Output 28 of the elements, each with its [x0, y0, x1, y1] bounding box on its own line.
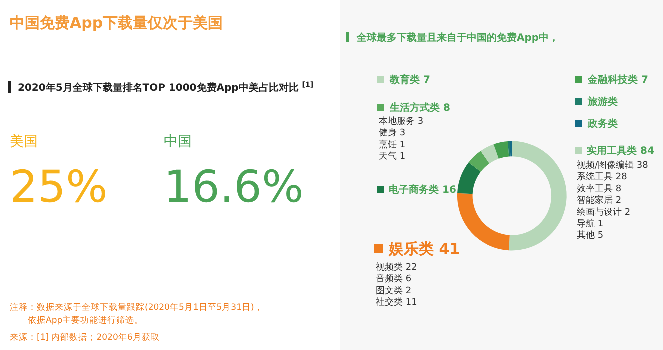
- legend-label: 实用工具类 84: [587, 145, 654, 157]
- legend-label: 生活方式类 8: [389, 102, 450, 114]
- donut-slice: [494, 141, 510, 159]
- donut-slice: [509, 141, 567, 251]
- legend-label: 教育类 7: [389, 74, 430, 86]
- text: 2020年5月全球下载量排名TOP 1000免费App中美占比对比 $^{[1]}$: [18, 81, 314, 94]
- donut-slice: [468, 151, 490, 172]
- legend-label: 金融科技类 7: [587, 74, 648, 86]
- text: 依据App主要功能进行筛选。: [28, 315, 144, 326]
- data-label: 25%: [10, 162, 108, 213]
- category-label: 中国: [164, 134, 192, 150]
- donut-slice: [480, 144, 499, 164]
- text: 视频类 22 音频类 6 图文类 2 社交类 11: [376, 262, 418, 308]
- donut-slice: [508, 141, 511, 157]
- source-note: 来源：[1] 内部数据；2020年6月获取: [10, 332, 160, 343]
- legend-label: 电子商务类 16: [389, 184, 456, 196]
- text: 中国免费App下载量仅次于美国: [10, 14, 224, 32]
- legend-label: 娱乐类 41: [388, 240, 460, 258]
- legend-label: 旅游类: [587, 96, 618, 108]
- donut-slice: [458, 193, 510, 251]
- text: 视频/图像编辑 38 系统工具 28 效率工具 8 智能家居 2 绘画与设计 2 导航 1 其他 5: [577, 160, 649, 242]
- chart-title: 全球最多下载量且来自于中国的免费App中，: [356, 32, 560, 44]
- data-label: 16.6%: [164, 162, 304, 213]
- text: 本地服务 3 健身 3 烹饪 1 天气 1: [379, 116, 424, 162]
- donut-slice: [458, 162, 481, 194]
- legend-label: 政务类: [587, 118, 618, 130]
- category-label: 美国: [10, 134, 38, 150]
- text: 注释：数据来源于全球下载量跟踪(2020年5月1日至5月31日)，: [10, 302, 264, 313]
